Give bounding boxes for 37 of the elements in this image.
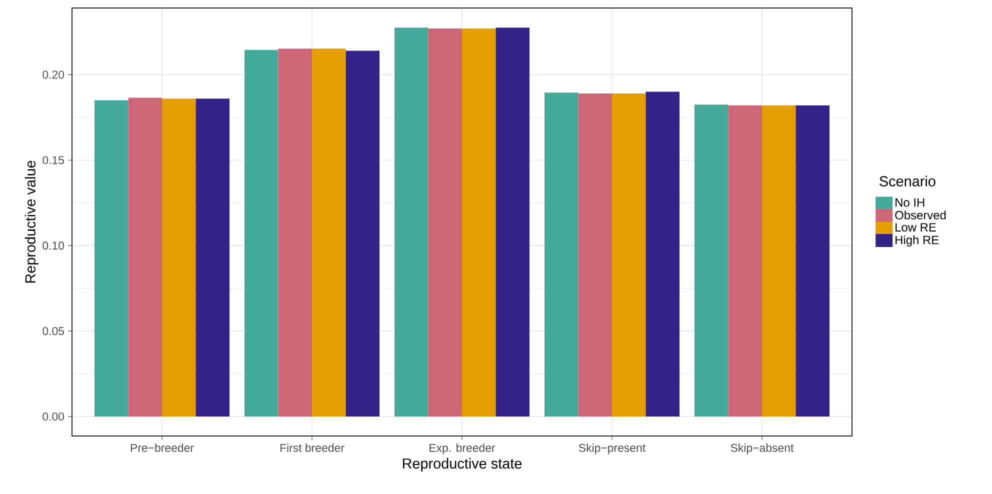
bar bbox=[462, 28, 496, 417]
bar bbox=[496, 28, 530, 417]
y-tick-label: 0.10 bbox=[42, 242, 64, 250]
legend-label: No IH bbox=[896, 198, 924, 207]
y-tick-label: 0.05 bbox=[42, 326, 64, 336]
legend-label: Observed bbox=[895, 210, 946, 220]
bar bbox=[796, 105, 830, 417]
y-axis-title: Reproductive value bbox=[24, 160, 38, 283]
bar bbox=[128, 98, 162, 417]
bar bbox=[162, 98, 196, 417]
legend-label: High RE bbox=[896, 235, 939, 247]
bar bbox=[196, 98, 230, 417]
bar bbox=[762, 105, 796, 417]
bar bbox=[94, 100, 128, 417]
bar bbox=[728, 105, 762, 417]
bar bbox=[544, 92, 578, 417]
x-axis-title: Reproductive state bbox=[402, 458, 522, 472]
bar bbox=[612, 93, 646, 417]
bar bbox=[244, 50, 278, 417]
bar bbox=[428, 28, 462, 417]
legend-label: Low RE bbox=[896, 223, 936, 232]
bar bbox=[278, 48, 312, 417]
bar bbox=[694, 104, 728, 417]
legend-title: Scenario bbox=[880, 176, 936, 186]
y-tick-label: 0.00 bbox=[42, 412, 64, 421]
x-tick-label: Skip−present bbox=[578, 444, 646, 454]
bar bbox=[346, 50, 380, 417]
x-tick-label: Pre−breeder bbox=[130, 444, 194, 452]
x-tick-label: Skip−absent bbox=[730, 444, 794, 454]
bar bbox=[394, 28, 428, 417]
x-tick-label: Exp. breeder bbox=[430, 444, 496, 454]
y-tick-label: 0.15 bbox=[42, 156, 64, 164]
bar bbox=[578, 93, 612, 417]
x-tick-label: First breeder bbox=[280, 444, 344, 452]
bar bbox=[646, 92, 680, 417]
y-tick-label: 0.20 bbox=[42, 70, 64, 79]
bar bbox=[312, 48, 346, 417]
